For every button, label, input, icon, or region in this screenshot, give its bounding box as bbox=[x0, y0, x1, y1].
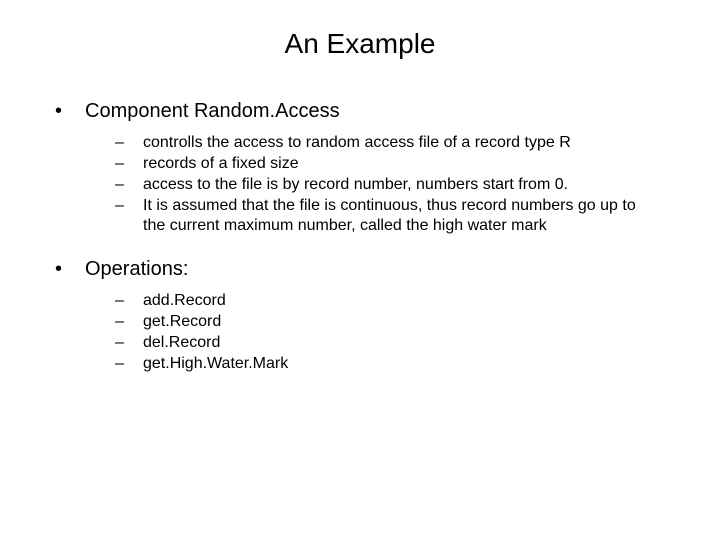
item-text: del.Record bbox=[143, 333, 650, 353]
dash-icon: – bbox=[115, 154, 143, 174]
list-item: – records of a fixed size bbox=[115, 154, 650, 174]
bullet-dot: • bbox=[55, 100, 85, 123]
dash-icon: – bbox=[115, 175, 143, 195]
bullet-section-1: • Component Random.Access bbox=[55, 100, 680, 123]
item-text: add.Record bbox=[143, 291, 650, 311]
item-text: It is assumed that the file is continuou… bbox=[143, 196, 650, 236]
dash-icon: – bbox=[115, 333, 143, 353]
dash-icon: – bbox=[115, 291, 143, 311]
item-text: controlls the access to random access fi… bbox=[143, 133, 650, 153]
list-item: – add.Record bbox=[115, 291, 650, 311]
list-item: – get.Record bbox=[115, 312, 650, 332]
dash-icon: – bbox=[115, 133, 143, 153]
list-item: – It is assumed that the file is continu… bbox=[115, 196, 650, 236]
item-text: get.High.Water.Mark bbox=[143, 354, 650, 374]
item-text: access to the file is by record number, … bbox=[143, 175, 650, 195]
section-2-items: – add.Record – get.Record – del.Record –… bbox=[55, 291, 680, 374]
slide-content: • Component Random.Access – controlls th… bbox=[0, 100, 720, 374]
list-item: – access to the file is by record number… bbox=[115, 175, 650, 195]
dash-icon: – bbox=[115, 196, 143, 216]
list-item: – del.Record bbox=[115, 333, 650, 353]
bullet-section-2: • Operations: bbox=[55, 258, 680, 281]
bullet-dot: • bbox=[55, 258, 85, 281]
dash-icon: – bbox=[115, 312, 143, 332]
section-1-heading: Component Random.Access bbox=[85, 100, 340, 123]
list-item: – get.High.Water.Mark bbox=[115, 354, 650, 374]
section-1-items: – controlls the access to random access … bbox=[55, 133, 680, 236]
list-item: – controlls the access to random access … bbox=[115, 133, 650, 153]
item-text: records of a fixed size bbox=[143, 154, 650, 174]
section-2-heading: Operations: bbox=[85, 258, 188, 281]
slide-title: An Example bbox=[0, 0, 720, 100]
item-text: get.Record bbox=[143, 312, 650, 332]
dash-icon: – bbox=[115, 354, 143, 374]
